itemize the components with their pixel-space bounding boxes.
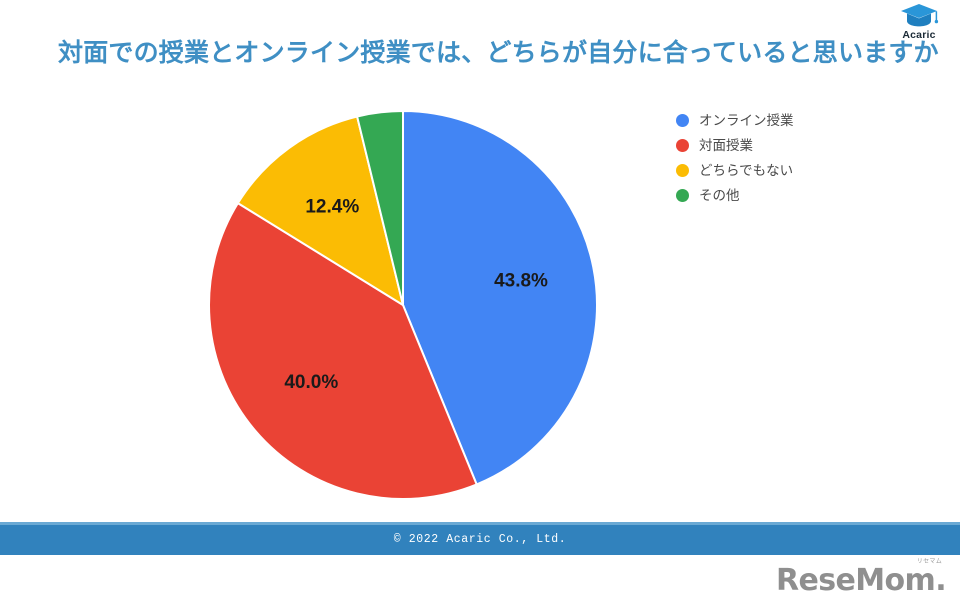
graduation-cap-icon: [888, 2, 950, 30]
pie-slice[interactable]: [355, 109, 404, 306]
legend-item-label: どちらでもない: [699, 163, 794, 178]
pie-chart: 43.8% 40.0% 12.4% オンライン授業 対面授業 どちらでもない その他: [0, 95, 960, 515]
pie-slice-label: 43.8%: [494, 271, 548, 292]
legend-swatch-icon: [676, 139, 689, 152]
pie-chart-graphic: 43.8% 40.0% 12.4%: [207, 109, 599, 501]
pie-slice[interactable]: [402, 109, 598, 486]
brand-name: Acaric: [902, 29, 936, 41]
legend-item[interactable]: オンライン授業: [676, 108, 926, 133]
legend-item-label: 対面授業: [699, 138, 753, 153]
resemom-watermark: ReseMom. リセマム: [776, 559, 947, 598]
acaric-logo: Acaric: [888, 2, 950, 48]
legend-item-label: その他: [699, 188, 740, 203]
legend-item[interactable]: その他: [676, 183, 926, 208]
legend-swatch-icon: [676, 164, 689, 177]
watermark-text: ReseMom. リセマム: [776, 559, 947, 598]
pie-slice-label: 40.0%: [284, 372, 338, 393]
footer-bar: © 2022 Acaric Co., Ltd.: [0, 522, 960, 555]
page-title: 対面での授業とオンライン授業では、どちらが自分に合っていると思いますか: [58, 39, 939, 67]
legend-swatch-icon: [676, 114, 689, 127]
legend-swatch-icon: [676, 189, 689, 202]
watermark-label: ReseMom.: [776, 563, 947, 598]
pie-slice-labels: 43.8% 40.0% 12.4%: [284, 197, 548, 393]
pie-slice[interactable]: [208, 201, 478, 500]
chart-legend: オンライン授業 対面授業 どちらでもない その他: [676, 108, 926, 208]
pie-slice[interactable]: [236, 115, 405, 308]
pie-slice-label: 12.4%: [305, 197, 359, 218]
copyright-text: © 2022 Acaric Co., Ltd.: [393, 533, 567, 546]
legend-item[interactable]: どちらでもない: [676, 158, 926, 183]
watermark-kana: リセマム: [916, 558, 942, 565]
legend-item[interactable]: 対面授業: [676, 133, 926, 158]
pie-slices: [208, 109, 598, 500]
legend-item-label: オンライン授業: [699, 113, 794, 128]
